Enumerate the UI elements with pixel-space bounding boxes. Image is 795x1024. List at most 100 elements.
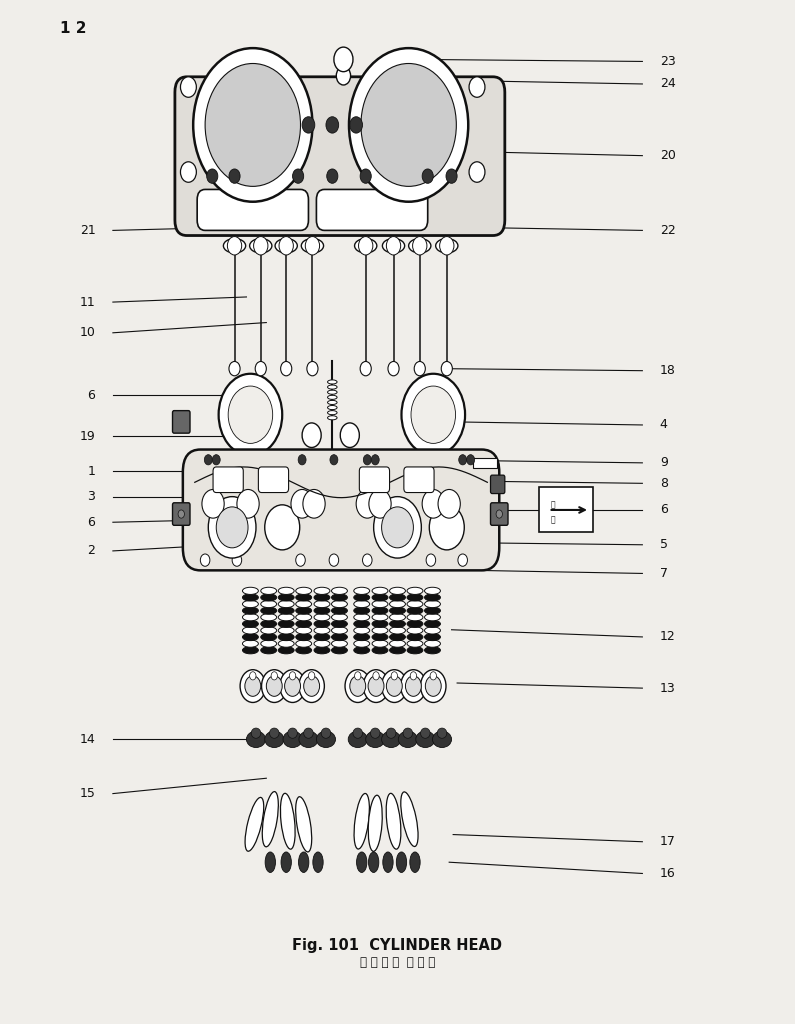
FancyBboxPatch shape: [183, 450, 499, 570]
Ellipse shape: [278, 607, 294, 614]
Circle shape: [363, 455, 371, 465]
Circle shape: [359, 237, 373, 255]
Circle shape: [281, 361, 292, 376]
Ellipse shape: [332, 588, 347, 594]
Ellipse shape: [296, 588, 312, 594]
Circle shape: [441, 361, 452, 376]
Ellipse shape: [278, 634, 294, 641]
Circle shape: [369, 489, 391, 518]
Circle shape: [212, 455, 220, 465]
Ellipse shape: [401, 670, 426, 702]
Circle shape: [232, 554, 242, 566]
Ellipse shape: [314, 613, 330, 621]
Ellipse shape: [178, 510, 184, 518]
Ellipse shape: [354, 588, 370, 594]
Ellipse shape: [353, 728, 363, 738]
Ellipse shape: [372, 613, 388, 621]
Circle shape: [200, 554, 210, 566]
Circle shape: [374, 497, 421, 558]
Ellipse shape: [299, 731, 318, 748]
Ellipse shape: [278, 640, 294, 647]
Circle shape: [227, 237, 242, 255]
Text: 方: 方: [550, 501, 555, 509]
FancyBboxPatch shape: [258, 467, 289, 493]
Ellipse shape: [390, 621, 405, 628]
Circle shape: [327, 169, 338, 183]
Ellipse shape: [332, 627, 347, 634]
Circle shape: [410, 672, 417, 680]
Circle shape: [293, 169, 304, 183]
Ellipse shape: [242, 640, 258, 647]
Ellipse shape: [409, 239, 431, 253]
Ellipse shape: [425, 588, 440, 594]
Circle shape: [334, 47, 353, 72]
Circle shape: [349, 48, 468, 202]
Ellipse shape: [425, 607, 440, 614]
Ellipse shape: [407, 634, 423, 641]
Circle shape: [329, 554, 339, 566]
Ellipse shape: [366, 731, 385, 748]
Ellipse shape: [328, 395, 337, 399]
Ellipse shape: [390, 640, 405, 647]
FancyBboxPatch shape: [404, 467, 434, 493]
FancyBboxPatch shape: [175, 77, 505, 236]
Ellipse shape: [246, 731, 266, 748]
Ellipse shape: [390, 594, 405, 601]
Ellipse shape: [390, 627, 405, 634]
Text: 17: 17: [660, 836, 676, 848]
Ellipse shape: [296, 607, 312, 614]
Circle shape: [296, 554, 305, 566]
Text: 24: 24: [660, 78, 676, 90]
Text: シ リ ン ダ  ヘ ッ ド: シ リ ン ダ ヘ ッ ド: [360, 956, 435, 969]
Ellipse shape: [312, 852, 323, 872]
Circle shape: [336, 67, 351, 85]
Circle shape: [302, 117, 315, 133]
Text: 11: 11: [80, 296, 95, 308]
Ellipse shape: [278, 588, 294, 594]
Ellipse shape: [407, 594, 423, 601]
Circle shape: [340, 423, 359, 447]
Circle shape: [422, 489, 444, 518]
Circle shape: [255, 361, 266, 376]
Ellipse shape: [354, 794, 370, 849]
Circle shape: [307, 361, 318, 376]
Ellipse shape: [386, 676, 402, 696]
Ellipse shape: [425, 647, 440, 654]
Ellipse shape: [261, 613, 277, 621]
Ellipse shape: [280, 670, 305, 702]
Circle shape: [250, 672, 256, 680]
Ellipse shape: [425, 634, 440, 641]
Text: 7: 7: [660, 567, 668, 580]
Ellipse shape: [296, 797, 312, 852]
Ellipse shape: [354, 607, 370, 614]
Circle shape: [363, 554, 372, 566]
Text: 9: 9: [660, 457, 668, 469]
Circle shape: [373, 672, 379, 680]
Ellipse shape: [416, 731, 435, 748]
Circle shape: [229, 169, 240, 183]
Circle shape: [303, 489, 325, 518]
Text: 5: 5: [660, 539, 668, 551]
Ellipse shape: [386, 794, 401, 849]
Ellipse shape: [261, 588, 277, 594]
Ellipse shape: [354, 600, 370, 607]
Ellipse shape: [425, 627, 440, 634]
Text: 3: 3: [87, 490, 95, 503]
Ellipse shape: [314, 627, 330, 634]
Text: 8: 8: [660, 477, 668, 489]
Circle shape: [411, 386, 456, 443]
Ellipse shape: [314, 647, 330, 654]
Ellipse shape: [275, 239, 297, 253]
Ellipse shape: [261, 607, 277, 614]
Ellipse shape: [332, 640, 347, 647]
Ellipse shape: [296, 613, 312, 621]
Circle shape: [413, 237, 427, 255]
Ellipse shape: [354, 647, 370, 654]
Circle shape: [440, 237, 454, 255]
Ellipse shape: [382, 239, 405, 253]
Ellipse shape: [382, 731, 401, 748]
Text: 23: 23: [660, 55, 676, 68]
Circle shape: [386, 237, 401, 255]
Ellipse shape: [301, 239, 324, 253]
Circle shape: [279, 237, 293, 255]
